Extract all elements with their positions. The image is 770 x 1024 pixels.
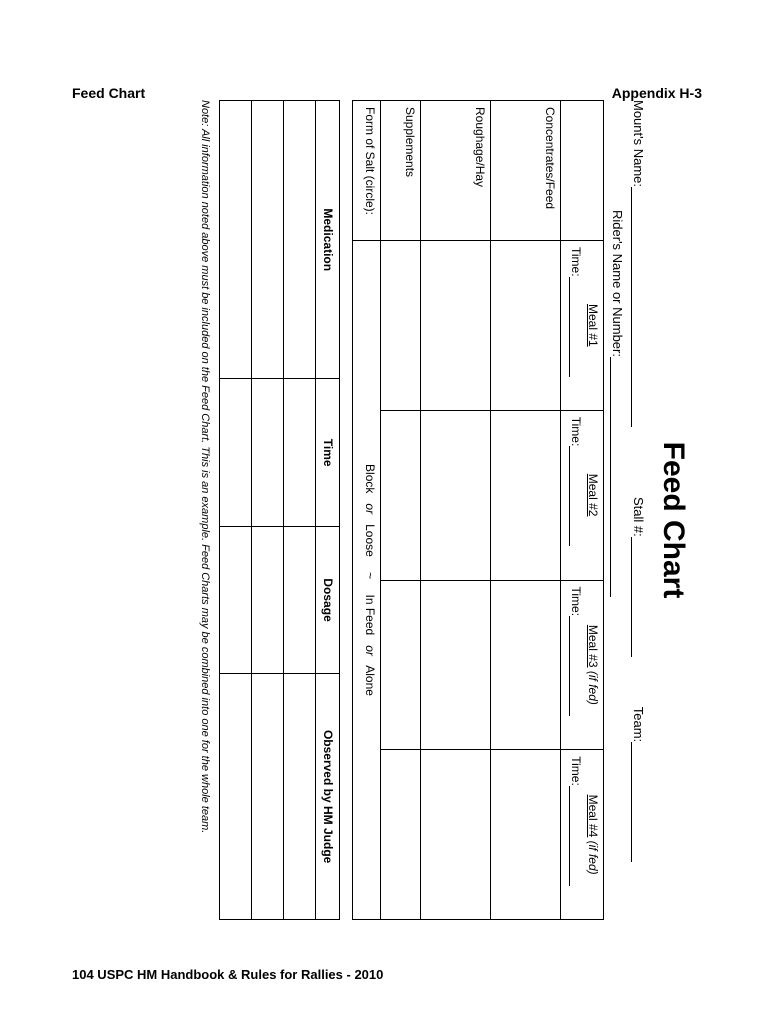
cell-roughage-3[interactable] (421, 580, 491, 750)
row-roughage-label: Roughage/Hay (421, 101, 491, 241)
stall-blank[interactable] (631, 537, 645, 657)
med-r1-c4[interactable] (284, 674, 316, 920)
cell-roughage-1[interactable] (421, 241, 491, 411)
time2-blank[interactable] (569, 446, 580, 546)
time4-blank[interactable] (569, 786, 580, 886)
team-label: Team: (631, 707, 646, 742)
med-col-medication: Medication (316, 101, 340, 379)
cell-roughage-4[interactable] (421, 750, 491, 920)
salt-block: Block (364, 464, 378, 493)
salt-tilde: ~ (364, 560, 378, 591)
salt-or2: or (364, 645, 378, 656)
cell-roughage-2[interactable] (421, 410, 491, 580)
mount-label: Mount's Name: (631, 100, 646, 187)
medication-table: Medication Time Dosage Observed by HM Ju… (220, 100, 341, 920)
cell-supplements-4[interactable] (381, 750, 421, 920)
meal3-iffed: (if fed) (586, 671, 600, 705)
time1-blank[interactable] (569, 277, 580, 377)
cell-supplements-2[interactable] (381, 410, 421, 580)
time4-label: Time: (569, 756, 583, 786)
time3-label: Time: (569, 587, 583, 617)
cell-supplements-1[interactable] (381, 241, 421, 411)
time3-blank[interactable] (569, 616, 580, 716)
time2-label: Time: (569, 417, 583, 447)
page-footer: 104 USPC HM Handbook & Rules for Rallies… (72, 967, 383, 982)
title: Feed Chart (656, 100, 690, 940)
row-supplements-label: Supplements (381, 101, 421, 241)
meal3-header: Meal #3 (586, 625, 600, 668)
feed-table: Meal #1 Meal #2 Meal #3 (if fed) Meal #4… (353, 100, 605, 920)
rider-blank[interactable] (610, 357, 624, 597)
time1-label: Time: (569, 247, 583, 277)
med-r2-c2[interactable] (252, 379, 284, 526)
page-header-left: Feed Chart (72, 85, 145, 101)
med-col-dosage: Dosage (316, 526, 340, 673)
cell-concentrates-3[interactable] (491, 580, 561, 750)
footnote: Note: All information noted above must b… (200, 100, 212, 940)
form-body: Feed Chart Mount's Name: Stall #: Team: … (110, 100, 690, 940)
med-r3-c2[interactable] (220, 379, 252, 526)
salt-loose: Loose (364, 524, 378, 557)
mount-blank[interactable] (631, 187, 645, 427)
cell-concentrates-2[interactable] (491, 410, 561, 580)
meal2-header: Meal #2 (586, 474, 600, 517)
salt-or1: or (364, 503, 378, 514)
row-salt-label: Form of Salt (circle): (353, 101, 381, 241)
med-r1-c3[interactable] (284, 526, 316, 673)
row-concentrates-label: Concentrates/Feed (491, 101, 561, 241)
med-r3-c4[interactable] (220, 674, 252, 920)
med-r3-c3[interactable] (220, 526, 252, 673)
med-r1-c1[interactable] (284, 101, 316, 379)
med-r2-c1[interactable] (252, 101, 284, 379)
cell-concentrates-4[interactable] (491, 750, 561, 920)
meal4-header: Meal #4 (586, 795, 600, 838)
team-blank[interactable] (631, 742, 645, 862)
info-row-1: Mount's Name: Stall #: Team: (631, 100, 646, 940)
page-header-right: Appendix H-3 (612, 85, 702, 101)
cell-supplements-3[interactable] (381, 580, 421, 750)
salt-infeed: In Feed (364, 595, 378, 636)
med-r1-c2[interactable] (284, 379, 316, 526)
salt-options[interactable]: Block or Loose ~ In Feed or Alone (353, 241, 381, 920)
meal1-header: Meal #1 (586, 304, 600, 347)
med-r3-c1[interactable] (220, 101, 252, 379)
med-r2-c4[interactable] (252, 674, 284, 920)
salt-alone: Alone (364, 665, 378, 696)
med-col-observed: Observed by HM Judge (316, 674, 340, 920)
med-r2-c3[interactable] (252, 526, 284, 673)
rider-label: Rider's Name or Number: (610, 210, 625, 357)
med-col-time: Time (316, 379, 340, 526)
meal4-iffed: (if fed) (586, 841, 600, 875)
stall-label: Stall #: (631, 497, 646, 537)
info-row-2: Rider's Name or Number: (610, 210, 625, 940)
cell-concentrates-1[interactable] (491, 241, 561, 411)
